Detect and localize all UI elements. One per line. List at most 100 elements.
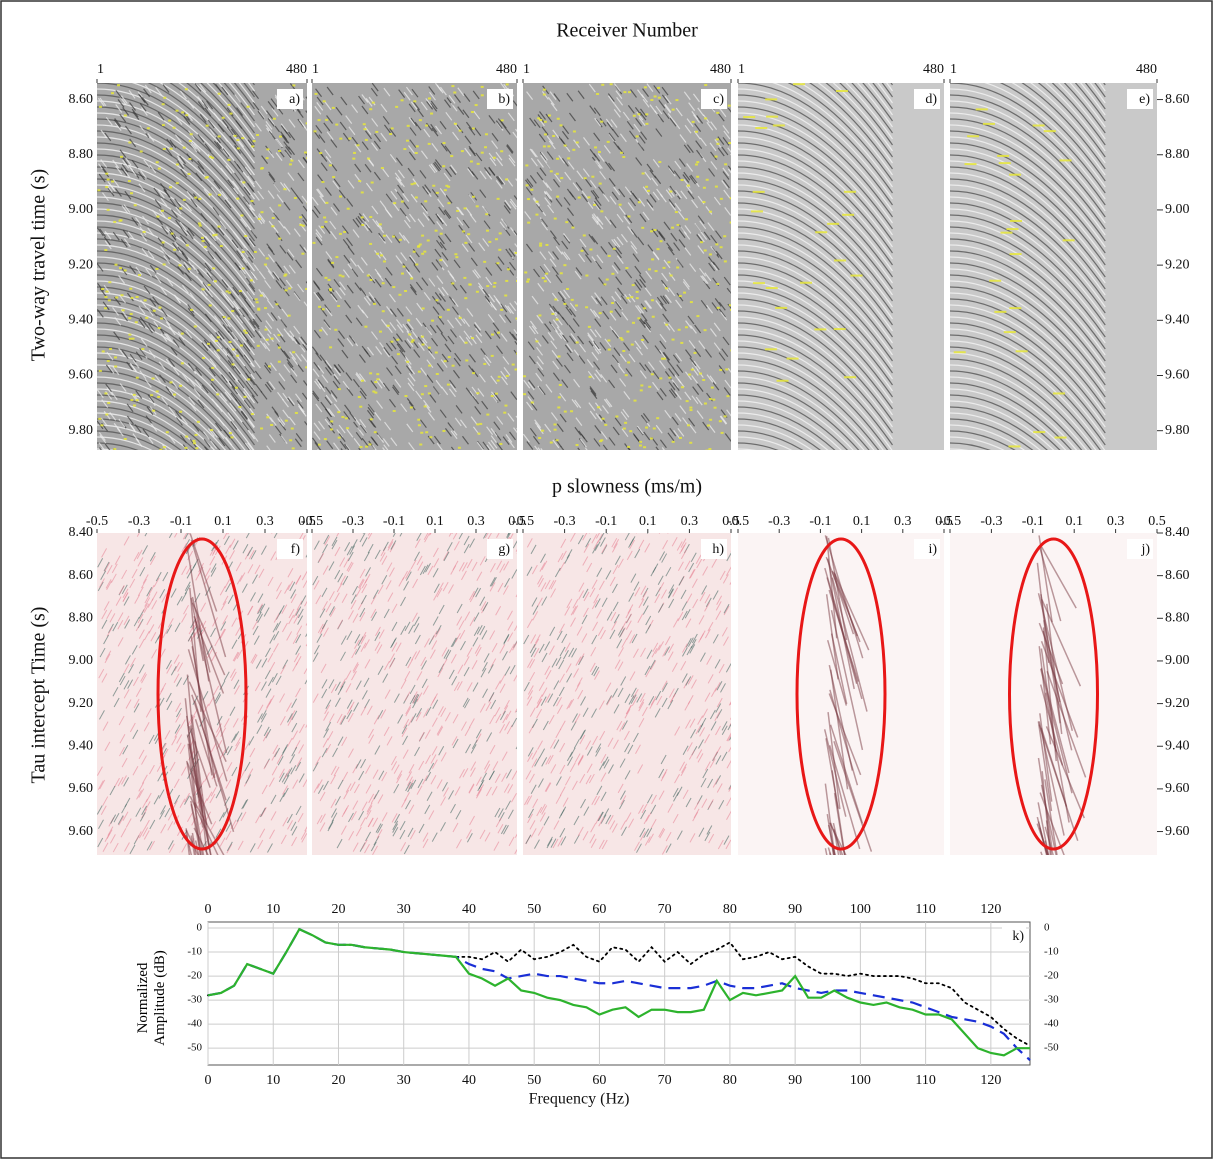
highlight xyxy=(332,176,335,178)
highlight xyxy=(289,439,292,441)
highlight xyxy=(346,427,349,429)
highlight xyxy=(220,245,223,247)
highlight xyxy=(240,344,243,346)
highlight xyxy=(599,440,602,442)
highlight xyxy=(464,207,467,209)
highlight xyxy=(599,183,602,185)
highlight xyxy=(195,447,198,449)
highlight xyxy=(1033,124,1045,126)
highlight xyxy=(773,124,785,126)
highlight xyxy=(709,253,712,255)
highlight xyxy=(227,317,230,319)
highlight xyxy=(236,139,239,141)
highlight xyxy=(353,152,356,154)
highlight xyxy=(247,106,250,108)
highlight xyxy=(364,326,367,328)
panel-bg xyxy=(312,83,517,450)
highlight xyxy=(158,168,161,170)
highlight xyxy=(751,210,763,212)
highlight xyxy=(290,160,293,162)
highlight xyxy=(681,386,684,388)
highlight xyxy=(485,213,488,215)
highlight xyxy=(501,119,504,121)
highlight xyxy=(604,424,607,426)
highlight xyxy=(715,156,718,158)
highlight xyxy=(157,396,160,398)
y-tick-label: 9.80 xyxy=(1165,423,1190,438)
highlight xyxy=(101,288,104,290)
highlight xyxy=(208,284,211,286)
highlight xyxy=(477,163,480,165)
highlight xyxy=(152,378,155,380)
y-axis-label: Two-way travel time (s) xyxy=(28,169,50,361)
highlight xyxy=(313,130,316,132)
highlight xyxy=(278,150,281,152)
highlight xyxy=(559,384,562,386)
highlight xyxy=(668,377,671,379)
highlight xyxy=(471,111,474,113)
highlight xyxy=(450,155,453,157)
highlight xyxy=(656,417,659,419)
highlight xyxy=(589,249,592,251)
highlight xyxy=(399,239,402,241)
highlight xyxy=(337,411,340,413)
highlight xyxy=(834,328,846,330)
highlight xyxy=(128,334,131,336)
highlight xyxy=(672,109,675,111)
highlight xyxy=(724,163,727,165)
highlight xyxy=(153,310,156,312)
highlight xyxy=(479,423,482,425)
highlight xyxy=(447,202,450,204)
highlight xyxy=(421,336,424,338)
highlight xyxy=(753,191,765,193)
highlight xyxy=(486,230,489,232)
highlight xyxy=(709,398,712,400)
highlight xyxy=(97,189,100,191)
highlight xyxy=(465,359,468,361)
highlight xyxy=(634,400,637,402)
highlight xyxy=(497,380,500,382)
highlight xyxy=(145,317,148,319)
highlight xyxy=(451,282,454,284)
highlight xyxy=(1053,392,1065,394)
highlight xyxy=(231,310,234,312)
highlight xyxy=(672,339,675,341)
highlight xyxy=(716,112,719,114)
x-tick-label: 0.3 xyxy=(256,514,274,529)
highlight xyxy=(527,222,530,224)
highlight xyxy=(687,424,690,426)
highlight xyxy=(585,275,588,277)
highlight xyxy=(670,274,673,276)
highlight xyxy=(376,373,379,375)
highlight xyxy=(365,446,368,448)
highlight xyxy=(183,147,186,149)
highlight xyxy=(291,428,294,430)
highlight xyxy=(184,447,187,449)
highlight xyxy=(337,305,340,307)
highlight xyxy=(266,416,269,418)
highlight xyxy=(626,297,629,299)
highlight xyxy=(471,337,474,339)
highlight xyxy=(491,395,494,397)
highlight xyxy=(237,147,240,149)
highlight xyxy=(113,221,116,223)
highlight xyxy=(244,396,247,398)
highlight xyxy=(264,264,267,266)
y-tick-label: 9.80 xyxy=(69,423,94,438)
highlight xyxy=(631,344,634,346)
highlight xyxy=(170,148,173,150)
highlight xyxy=(214,280,217,282)
highlight xyxy=(642,172,645,174)
highlight xyxy=(637,113,640,115)
highlight xyxy=(257,308,260,310)
highlight xyxy=(289,163,292,165)
highlight xyxy=(465,342,468,344)
highlight xyxy=(814,328,826,330)
highlight xyxy=(260,168,263,170)
highlight xyxy=(392,286,395,288)
highlight xyxy=(404,290,407,292)
highlight xyxy=(544,121,547,123)
y-tick-label: 9.40 xyxy=(69,313,94,328)
highlight xyxy=(211,367,214,369)
highlight xyxy=(391,127,394,129)
